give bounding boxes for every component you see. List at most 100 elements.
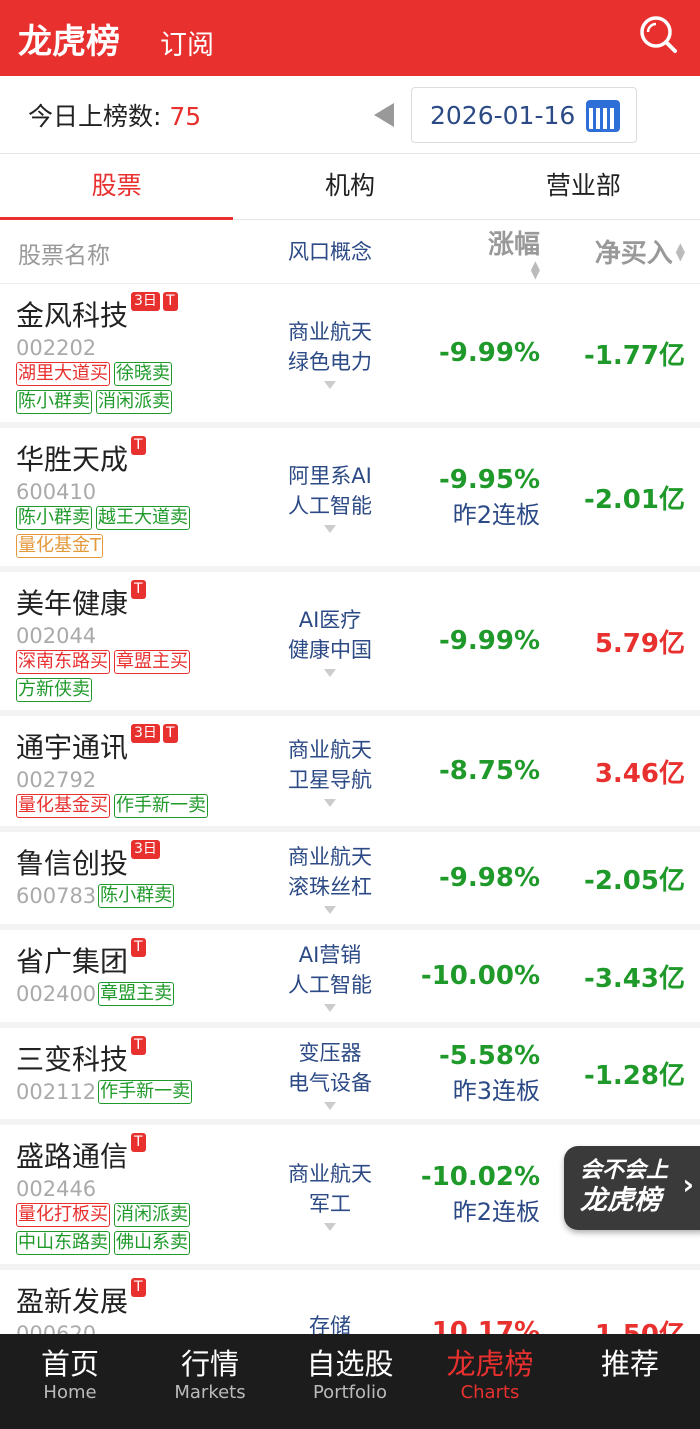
seat-tag[interactable]: 消闲派卖 [96,390,172,414]
nav-item-1[interactable]: 行情 Markets [174,1347,246,1403]
expand-icon[interactable] [324,1222,336,1231]
concept: 存储 [309,1314,351,1334]
badge: T [162,292,178,311]
date-bar: 今日上榜数: 75 2026-01-16 [0,76,700,154]
seat-tag[interactable]: 中山东路卖 [16,1231,110,1255]
stock-name: 华胜天成 [16,443,129,476]
seat-tag[interactable]: 佛山系卖 [114,1231,190,1255]
seat-tag[interactable]: 作手新一卖 [114,794,208,818]
streak-label: 昨2连板 [452,1198,540,1226]
stock-name: 三变科技 [16,1043,129,1076]
seat-tag[interactable]: 越王大道卖 [96,506,190,530]
nav-item-3[interactable]: 龙虎榜 Charts [446,1347,534,1403]
badge: T [131,1133,146,1152]
table-row[interactable]: 美年健康 T 002044 深南东路买 章盟主买 方新侠卖 AI医疗 健康中国 -9.99% 5.… [0,572,700,716]
concepts[interactable]: 变压器 电气设备 [250,1028,410,1119]
concept: 健康中国 [288,638,372,662]
bottom-nav: 首页 Home 行情 Markets 自选股 Portfolio 龙虎榜 Charts 推荐 [0,1334,700,1429]
seat-tag[interactable]: 徐晓卖 [114,362,172,386]
seat-tag[interactable]: 章盟主卖 [98,982,175,1006]
seat-tag[interactable]: 陈小群卖 [98,884,175,908]
change-pct: -9.95% [439,464,540,495]
table-row[interactable]: 金风科技 3日 T 002202 湖里大道买 徐晓卖 陈小群卖 消闲派卖 商业航天 绿色电力 -9.… [0,284,700,428]
seat-tag[interactable]: 章盟主买 [114,650,190,674]
col-net-buy[interactable]: 净买入 ▲ ▼ [594,239,685,269]
date-picker[interactable]: 2026-01-16 [411,87,637,143]
promo-banner[interactable]: 会不会上 龙虎榜 › [564,1146,700,1230]
badge: T [131,1036,146,1055]
stock-list[interactable]: 金风科技 3日 T 002202 湖里大道买 徐晓卖 陈小群卖 消闲派卖 商业航天 绿色电力 -9.… [0,284,700,1334]
change-pct: -8.75% [439,756,540,786]
seat-tag[interactable]: 量化基金T [16,534,103,558]
stock-name: 盈新发展 [16,1285,129,1318]
stock-code: 002446 [16,1177,97,1201]
change-pct: -9.99% [439,626,540,656]
net-buy: -1.77亿 [584,340,685,371]
stock-name: 通宇通讯 [16,731,129,764]
expand-icon[interactable] [324,1004,336,1012]
stock-name: 盛路通信 [16,1140,129,1173]
expand-icon[interactable] [324,906,336,914]
seat-tag[interactable]: 陈小群卖 [16,506,92,530]
concept: 滚珠丝杠 [288,875,372,899]
table-row[interactable]: 华胜天成 T 600410 陈小群卖 越王大道卖 量化基金T 阿里系AI 人工智能 -9.95%… [0,428,700,572]
concept: AI营销 [298,943,362,967]
nav-item-0[interactable]: 首页 Home [40,1347,99,1403]
col-change[interactable]: 涨幅 ▲ ▼ [487,230,540,281]
table-row[interactable]: 省广集团 T 002400 章盟主卖 AI营销 人工智能 -10.00% -3.43亿 [0,930,700,1028]
badge: T [162,724,178,743]
concept: 军工 [309,1191,351,1216]
concepts[interactable]: 阿里系AI 人工智能 [250,428,410,566]
expand-icon[interactable] [324,799,336,807]
table-row[interactable]: 三变科技 T 002112 作手新一卖 变压器 电气设备 -5.58% 昨3连板 -1.28亿 [0,1028,700,1125]
table-row[interactable]: 盛路通信 T 002446 量化打板买 消闲派卖 中山东路卖 佛山系卖 商业航天军工 -10.0… [0,1125,700,1270]
seat-tag[interactable]: 量化打板买 [16,1203,110,1227]
concept: 商业航天 [288,320,372,344]
net-buy: 5.79亿 [594,628,685,659]
subscribe-button[interactable]: 订阅 [160,29,214,61]
streak-label: 昨3连板 [452,1077,540,1105]
concept: 商业航天 [288,1161,372,1186]
tab-1[interactable]: 机构 [324,171,375,200]
concepts[interactable]: 商业航天 滚珠丝杠 [250,832,410,924]
nav-item-4[interactable]: 推荐 [600,1347,659,1381]
calendar-icon[interactable] [586,100,620,132]
seat-tag[interactable]: 陈小群卖 [16,390,92,414]
seat-tag[interactable]: 量化基金买 [16,794,110,818]
concept: 商业航天 [288,845,372,869]
concepts[interactable]: 商业航天 军工 [250,1125,410,1264]
stock-code: 002792 [16,768,97,792]
seat-tag[interactable]: 消闲派卖 [114,1203,190,1227]
change-pct: -10.00% [420,961,540,991]
tab-2[interactable]: 营业部 [545,171,621,200]
seat-tag[interactable]: 作手新一卖 [98,1080,193,1104]
concepts[interactable]: 存储 [250,1270,410,1334]
expand-icon[interactable] [324,381,336,389]
table-row[interactable]: 鲁信创投 3日 600783 陈小群卖 商业航天 滚珠丝杠 -9.98% -2.05亿 [0,832,700,930]
badge: T [131,580,146,599]
concepts[interactable]: AI医疗 健康中国 [250,572,410,710]
concepts[interactable]: 商业航天 绿色电力 [250,284,410,422]
concepts[interactable]: 商业航天 卫星导航 [250,716,410,826]
net-buy: 3.46亿 [594,758,685,789]
expand-icon[interactable] [324,525,336,533]
stock-code: 002112 [16,1080,97,1104]
seat-tag[interactable]: 湖里大道买 [16,362,110,386]
concepts[interactable]: AI营销 人工智能 [250,930,410,1022]
stock-name: 美年健康 [16,587,129,620]
expand-icon[interactable] [324,1101,336,1110]
table-row[interactable]: 通宇通讯 3日 T 002792 量化基金买 作手新一卖 商业航天 卫星导航 -8.75% 3.4… [0,716,700,832]
seat-tag[interactable]: 方新侠卖 [16,678,92,702]
seat-tag[interactable]: 深南东路买 [16,650,110,674]
previous-date-icon[interactable] [374,103,394,127]
expand-icon[interactable] [324,669,336,677]
concept: 卫星导航 [288,768,372,792]
badge: 3日 [131,840,160,859]
nav-item-2[interactable]: 自选股 Portfolio [306,1347,394,1403]
change-pct: -10.02% [420,1162,540,1192]
sort-icon: ▲ ▼ [675,239,685,263]
badge: T [131,938,146,957]
search-icon[interactable] [638,14,678,54]
tab-0[interactable]: 股票 [0,154,234,220]
